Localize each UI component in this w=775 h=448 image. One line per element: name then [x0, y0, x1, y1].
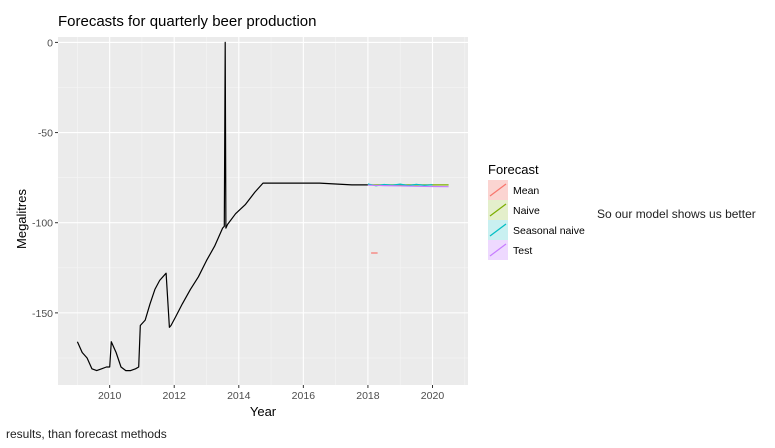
axes: 2010 2012 2014 2016 2018 2020 0 -50 -100 -150 — [32, 37, 444, 402]
history-line — [76, 41, 368, 372]
legend-title: Forecast — [488, 162, 539, 177]
legend-key-line — [489, 243, 507, 257]
y-tick-label: -50 — [38, 128, 53, 140]
legend-label: Seasonal naive — [513, 225, 585, 237]
legend-label: Naive — [513, 205, 540, 217]
legend-key-line — [489, 203, 507, 217]
x-axis-title: Year — [250, 404, 277, 419]
x-tick-label: 2016 — [292, 390, 316, 402]
y-tick-label: -100 — [32, 218, 53, 230]
legend-key-line — [489, 183, 507, 197]
forecast-line-test — [367, 184, 449, 188]
x-tick-label: 2012 — [163, 390, 187, 402]
data-lines — [76, 41, 449, 372]
plot-panel — [58, 37, 468, 385]
chart-title: Forecasts for quarterly beer production — [58, 13, 316, 30]
x-tick-label: 2014 — [227, 390, 251, 402]
x-tick-label: 2018 — [356, 390, 380, 402]
y-axis-title: Megalitres — [14, 189, 29, 249]
legend-key-line — [489, 223, 507, 237]
bottom-note: results, than forecast methods — [6, 427, 167, 441]
legend: Forecast Mean Naive Seasonal naive Test — [488, 162, 585, 260]
legend-label: Test — [513, 245, 532, 257]
x-tick-label: 2020 — [421, 390, 445, 402]
side-note: So our model shows us better — [597, 207, 756, 221]
legend-label: Mean — [513, 185, 539, 197]
x-tick-label: 2010 — [98, 390, 122, 402]
y-tick-label: 0 — [47, 37, 53, 49]
y-tick-label: -150 — [32, 308, 53, 320]
